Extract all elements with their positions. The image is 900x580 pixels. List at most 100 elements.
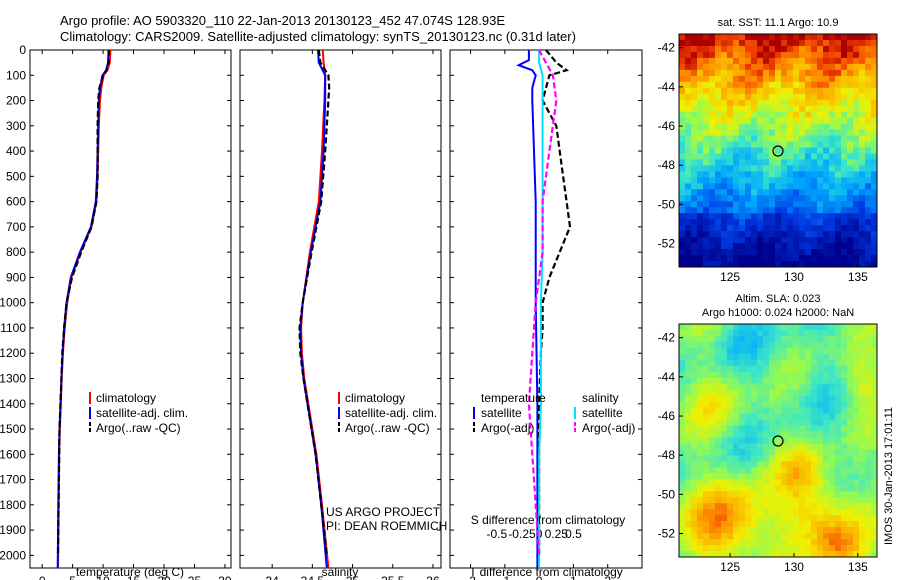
sst-cell <box>685 51 692 59</box>
sla-cell <box>733 377 740 385</box>
sst-cell <box>865 183 872 190</box>
sst-cell <box>829 171 836 178</box>
sst-cell <box>853 45 860 53</box>
sst-cell <box>781 51 788 59</box>
sst-cell <box>775 69 782 77</box>
sla-cell <box>793 431 800 438</box>
sla-cell <box>679 527 686 534</box>
sst-cell <box>769 57 776 65</box>
sst-cell <box>859 81 866 89</box>
sla-cell <box>703 533 710 540</box>
sst-cell <box>763 201 770 208</box>
sla-cell <box>781 347 788 355</box>
sst-cell <box>763 51 770 59</box>
sst-cell <box>739 165 746 172</box>
sla-cell <box>739 539 746 546</box>
sst-cell <box>709 75 716 83</box>
series-group <box>56 50 112 568</box>
sst-cell <box>829 183 836 190</box>
sst-cell <box>799 93 806 101</box>
sla-cell <box>859 473 866 480</box>
sla-cell <box>703 377 710 385</box>
sst-cell <box>787 249 794 256</box>
sst-cell <box>829 117 836 125</box>
sla-cell <box>727 335 734 343</box>
depth-tick-label: 2000 <box>0 548 26 562</box>
sla-cell <box>823 371 830 379</box>
sla-cell <box>823 413 830 420</box>
sla-cell <box>823 479 830 486</box>
sla-cell <box>721 347 728 355</box>
sst-cell <box>841 45 848 53</box>
sla-cell <box>829 377 836 385</box>
sla-heatmap-cells <box>679 324 878 558</box>
sla-cell <box>775 413 782 420</box>
sla-cell <box>787 473 794 480</box>
sla-cell <box>793 413 800 420</box>
sst-cell <box>763 105 770 113</box>
sla-cell <box>697 413 704 420</box>
sla-cell <box>757 515 764 522</box>
sla-cell <box>679 377 686 385</box>
sst-cell <box>709 141 716 148</box>
sst-cell <box>805 99 812 107</box>
sla-cell <box>703 443 710 450</box>
sla-cell <box>721 473 728 480</box>
sla-cell <box>691 335 698 343</box>
sla-cell <box>829 497 836 504</box>
sla-cell <box>733 461 740 468</box>
sla-cell <box>685 539 692 546</box>
sla-cell <box>799 485 806 492</box>
sla-cell <box>859 437 866 444</box>
sla-cell <box>835 479 842 486</box>
sst-cell <box>871 183 878 190</box>
sla-cell <box>871 449 878 456</box>
sst-cell <box>691 237 698 244</box>
sst-cell <box>787 141 794 148</box>
sla-cell <box>865 467 872 474</box>
sla-cell <box>793 389 800 397</box>
sst-cell <box>859 39 866 47</box>
sla-cell <box>817 353 824 361</box>
sst-cell <box>829 255 836 262</box>
sst-cell <box>757 129 764 136</box>
sla-cell <box>853 527 860 534</box>
sst-cell <box>811 159 818 166</box>
sla-cell <box>799 389 806 397</box>
sla-cell <box>715 419 722 426</box>
sla-cell <box>691 527 698 534</box>
sla-cell <box>817 473 824 480</box>
sst-cell <box>691 153 698 160</box>
sla-cell <box>841 341 848 349</box>
sst-cell <box>769 135 776 142</box>
sla-cell <box>757 485 764 492</box>
sst-cell <box>853 147 860 154</box>
sst-cell <box>865 141 872 148</box>
sla-cell <box>739 521 746 528</box>
sla-cell <box>847 341 854 349</box>
sla-cell <box>769 377 776 385</box>
sla-cell <box>805 413 812 420</box>
sst-cell <box>703 45 710 53</box>
sla-cell <box>745 371 752 379</box>
sst-cell <box>793 159 800 166</box>
sst-cell <box>781 141 788 148</box>
sla-cell <box>709 551 716 558</box>
sst-cell <box>787 87 794 95</box>
sla-cell <box>865 461 872 468</box>
sst-cell <box>871 153 878 160</box>
sla-cell <box>679 425 686 432</box>
sst-cell <box>703 207 710 214</box>
sst-cell <box>697 34 704 41</box>
sla-cell <box>739 545 746 552</box>
sla-cell <box>721 521 728 528</box>
sst-cell <box>847 219 854 226</box>
sst-cell <box>871 99 878 107</box>
sla-cell <box>787 389 794 397</box>
sla-cell <box>727 521 734 528</box>
sla-cell <box>727 467 734 474</box>
sla-cell <box>853 515 860 522</box>
sla-cell <box>781 329 788 337</box>
sla-cell <box>727 479 734 486</box>
sla-cell <box>787 551 794 558</box>
